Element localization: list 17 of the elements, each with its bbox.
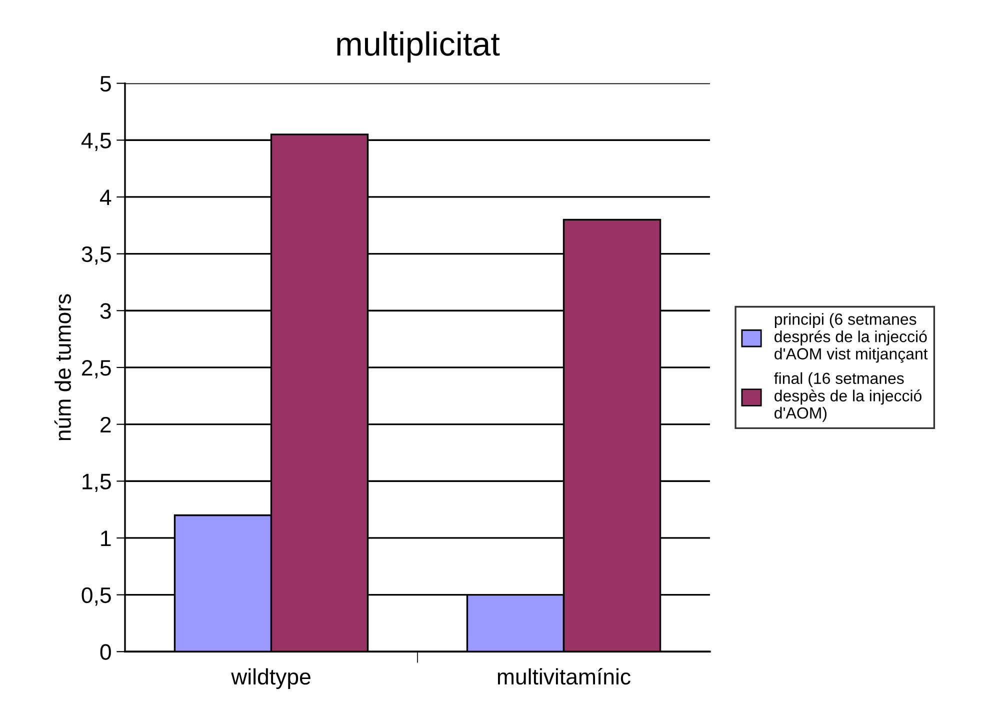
y-axis-title: núm de tumors (54, 294, 71, 440)
y-tick-label: 0,5 (82, 587, 111, 606)
y-tick-label: 3,5 (82, 246, 111, 265)
y-tick-label: 1 (101, 530, 111, 546)
legend-label: principi (6 setmanes després de la injecció d'AOM vist mitjançant (774, 313, 928, 363)
y-tick-label: 5 (100, 76, 111, 92)
x-tick-label: multivitamínic (498, 668, 630, 685)
y-tick-label: 3 (100, 303, 111, 319)
chart-title: multiplicitat (337, 31, 500, 62)
y-tick-label: 4 (100, 190, 112, 206)
x-tick-label: wildtype (231, 668, 310, 690)
y-tick-label: 4,5 (81, 132, 111, 152)
y-tick-label: 2,5 (82, 360, 111, 378)
y-tick-label: 2 (100, 416, 111, 432)
legend-label: final (16 setmanes despès de la injecció d'AOM) (774, 372, 922, 422)
y-tick-label: 0 (100, 644, 111, 660)
y-tick-label: 1,5 (82, 474, 111, 492)
